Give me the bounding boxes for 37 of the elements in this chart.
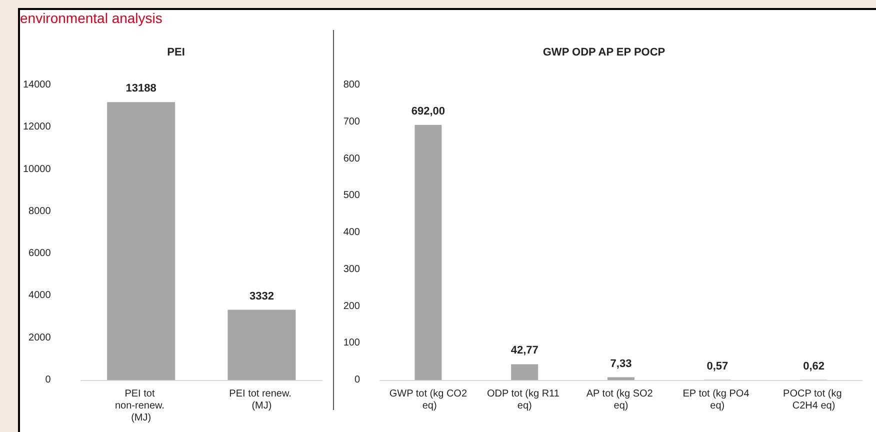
- y-tick-label: 500: [343, 190, 360, 202]
- data-label: 0,57: [706, 360, 728, 372]
- y-tick-label: 8000: [28, 206, 52, 217]
- data-label: 3332: [249, 290, 274, 302]
- y-tick-label: 6000: [28, 248, 52, 260]
- y-tick-label: 2000: [28, 332, 52, 344]
- y-tick-label: 200: [343, 300, 360, 312]
- chart-title: PEI: [167, 46, 185, 58]
- x-tick-label: AP tot (kg SO2 eq): [586, 388, 656, 412]
- data-label: 13188: [126, 82, 156, 95]
- chart-title: GWP ODP AP EP POCP: [542, 46, 666, 58]
- text: environmental analysis: [20, 10, 162, 26]
- x-tick-label: GWP tot (kg CO2 eq): [389, 388, 468, 412]
- x-tick-label: PEI tot renew. (MJ): [229, 388, 294, 412]
- y-tick-label: 14000: [22, 80, 52, 90]
- x-tick-label: PEI tot non-renew. (MJ): [114, 388, 168, 424]
- y-tick-label: 4000: [28, 290, 52, 302]
- y-tick-label: 10000: [22, 164, 52, 175]
- x-tick-label: ODP tot (kg R11 eq): [486, 388, 562, 412]
- y-tick-label: 400: [343, 227, 360, 238]
- y-tick-label: 300: [343, 264, 360, 275]
- bar: [511, 364, 538, 380]
- bar: [608, 377, 634, 380]
- y-tick-label: 800: [343, 80, 360, 90]
- y-tick-label: 100: [343, 338, 360, 349]
- data-label: 42,77: [510, 344, 538, 357]
- y-tick-label: 0: [354, 374, 360, 386]
- y-tick-label: 0: [45, 374, 52, 386]
- x-tick-label: EP tot (kg PO4 eq): [682, 388, 752, 412]
- y-tick-label: 12000: [22, 122, 52, 133]
- bar: [414, 124, 442, 380]
- x-tick-label: POCP tot (kg C2H4 eq): [783, 388, 845, 412]
- y-tick-label: 700: [343, 116, 360, 128]
- data-label: 692,00: [411, 105, 446, 118]
- data-label: 7,33: [610, 358, 632, 370]
- y-tick-label: 600: [343, 153, 360, 164]
- data-label: 0,62: [803, 360, 825, 372]
